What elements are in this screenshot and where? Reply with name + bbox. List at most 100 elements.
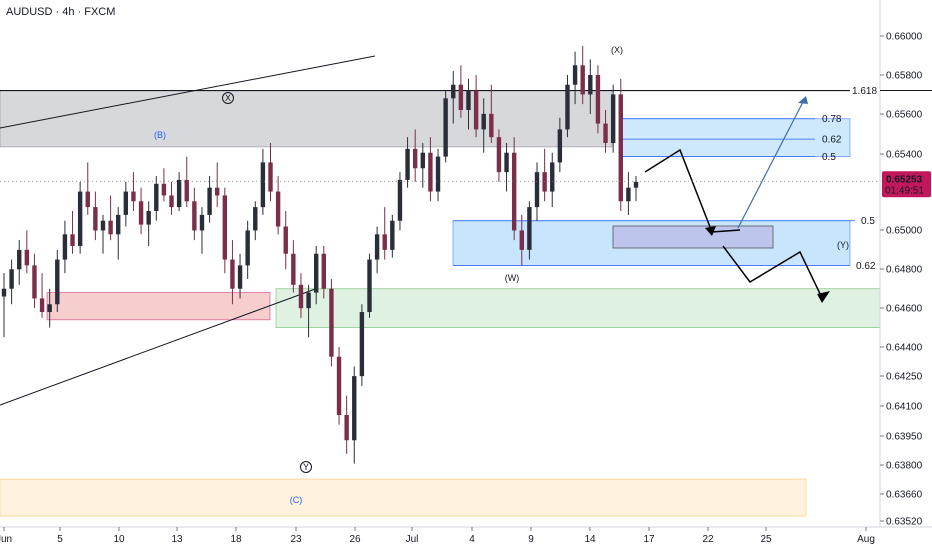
- candle: [412, 129, 418, 182]
- candle-body: [154, 183, 159, 211]
- candle-body: [618, 94, 623, 202]
- candle-body: [138, 201, 144, 225]
- candle-body: [93, 207, 98, 231]
- candle-body: [496, 137, 502, 173]
- candle: [146, 201, 151, 246]
- candle-body: [344, 415, 349, 441]
- candle-body: [489, 113, 494, 138]
- projection-arrowhead-down: [817, 291, 830, 303]
- candle: [55, 249, 60, 313]
- y-tick-label: 0.63520: [886, 517, 923, 528]
- candle: [313, 245, 319, 305]
- candle-body: [1, 288, 7, 297]
- wave-label: (C): [290, 495, 303, 505]
- candle: [329, 279, 334, 367]
- candle-body: [291, 253, 296, 285]
- candle-body: [230, 259, 235, 289]
- candle: [62, 220, 68, 274]
- candle: [458, 65, 464, 118]
- candle-body: [511, 152, 517, 231]
- candle-body: [85, 191, 90, 208]
- candle-body: [519, 230, 524, 250]
- x-tick-label: 14: [584, 534, 596, 545]
- candle: [291, 240, 296, 293]
- fib-label-1.618: 1.618: [852, 86, 877, 97]
- candle: [405, 137, 410, 188]
- candle: [230, 240, 235, 305]
- candle: [9, 259, 14, 305]
- candle: [481, 98, 486, 153]
- candle: [603, 109, 608, 153]
- candle: [154, 176, 159, 221]
- candle: [473, 75, 479, 138]
- candle-body: [595, 75, 601, 124]
- candle-body: [359, 312, 365, 377]
- fib-label-0.5: 0.5: [861, 216, 875, 227]
- candle-body: [207, 187, 212, 215]
- candle-body: [352, 376, 357, 441]
- candle: [336, 347, 342, 425]
- projection-arrowhead-mid: [705, 226, 716, 236]
- candle: [253, 201, 258, 241]
- candle-body: [458, 84, 464, 110]
- candle-body: [633, 181, 639, 188]
- candle-body: [451, 84, 456, 99]
- candle-body: [572, 65, 578, 85]
- candle: [374, 226, 380, 274]
- candle: [1, 273, 7, 338]
- y-tick-label: 0.64250: [886, 372, 923, 383]
- candle-body: [268, 162, 273, 192]
- candle-body: [184, 179, 189, 202]
- fib-label-0.62: 0.62: [856, 261, 876, 272]
- candle-body: [405, 148, 410, 180]
- candle-body: [306, 292, 311, 309]
- candle: [283, 211, 288, 270]
- candle: [626, 172, 631, 215]
- x-tick-label: 18: [230, 534, 242, 545]
- candle: [85, 162, 90, 215]
- candle-body: [588, 75, 593, 95]
- candle-body: [24, 249, 30, 266]
- candle-body: [626, 187, 631, 202]
- candle: [39, 273, 45, 318]
- candle: [184, 156, 189, 208]
- wave-label: (X): [611, 45, 623, 55]
- price-badge: [882, 171, 931, 198]
- candle-body: [542, 172, 547, 192]
- candle: [489, 84, 494, 143]
- y-tick-label: 0.63950: [886, 432, 923, 443]
- trendlines-layer: [0, 55, 376, 406]
- candle: [260, 148, 266, 215]
- candle: [367, 253, 372, 318]
- x-tick-label: 17: [643, 534, 655, 545]
- zone-light-blue: [621, 118, 851, 158]
- candle: [77, 181, 83, 254]
- price-badge-countdown: 01:49:51: [885, 185, 924, 196]
- candle-body: [313, 253, 319, 293]
- candle-body: [32, 265, 37, 299]
- candle: [511, 137, 517, 241]
- y-tick-label: 0.66000: [886, 32, 923, 43]
- x-tick-label: Aug: [857, 534, 875, 545]
- y-tick-label: 0.64600: [886, 304, 923, 315]
- y-tick-label: 0.65000: [886, 226, 923, 237]
- x-tick-label: 13: [171, 534, 183, 545]
- candle-body: [62, 234, 68, 260]
- candle-body: [367, 259, 372, 313]
- candle: [100, 214, 106, 254]
- candle-body: [397, 179, 403, 221]
- fib-label-0.5: 0.5: [822, 152, 836, 163]
- candle-body: [283, 226, 288, 254]
- candle: [123, 181, 129, 227]
- candle: [344, 395, 349, 454]
- candle: [397, 172, 403, 231]
- lower-trendline: [0, 287, 319, 406]
- candle-body: [610, 94, 616, 143]
- candle: [550, 152, 555, 208]
- candle-body: [466, 90, 471, 110]
- candle: [390, 214, 395, 258]
- wave-label: (Y): [837, 240, 849, 250]
- candle: [435, 148, 441, 202]
- candle-body: [565, 84, 570, 130]
